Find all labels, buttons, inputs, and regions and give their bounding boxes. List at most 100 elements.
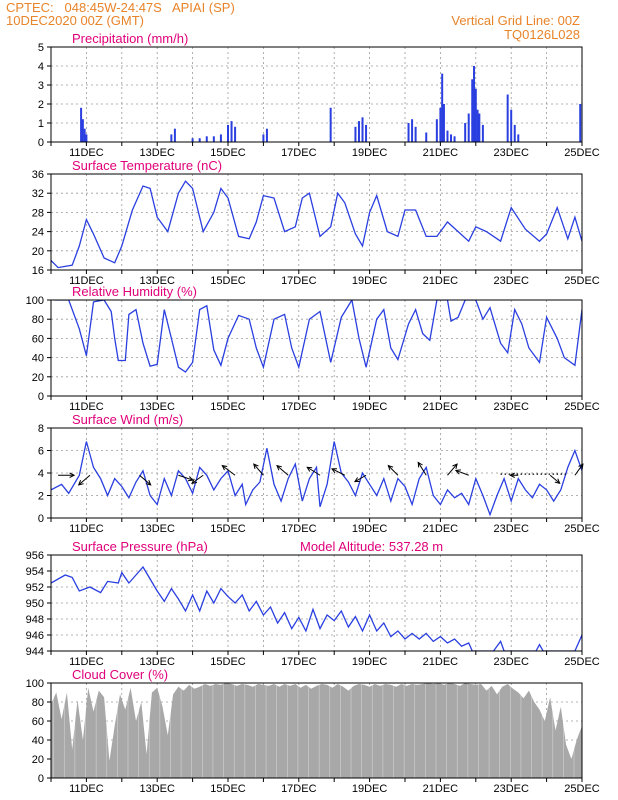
x-tick-label: 25DEC [564, 783, 600, 795]
header-location: CPTEC: 048:45W-24:47S APIAI (SP) [6, 0, 235, 15]
precip-bar [265, 128, 268, 142]
y-tick-label: 0 [38, 513, 44, 525]
x-tick-label: 23DEC [493, 147, 529, 159]
wind-arrowhead [306, 466, 313, 472]
y-tick-label: 24 [32, 227, 44, 239]
wind-vector [191, 474, 204, 484]
panel-title: Relative Humidity (%) [72, 284, 197, 299]
wind-vector [306, 466, 321, 476]
panel-title: Surface Pressure (hPa) [72, 539, 208, 554]
precip-bar [173, 128, 176, 142]
y-tick-label: 4 [38, 468, 44, 480]
precip-bar [357, 121, 360, 142]
series-line [54, 300, 582, 373]
wind-arrowhead [69, 472, 76, 478]
y-tick-label: 948 [26, 614, 44, 626]
series-group [51, 180, 582, 269]
precip-bar [506, 94, 509, 142]
series-group [54, 300, 582, 373]
panel-4: 944 946 948 950 952 954 956 11DEC 13DEC 15DEC 17DE… [26, 539, 600, 668]
y-tick-label: 16 [32, 265, 44, 277]
panel-1: 16 20 24 28 32 36 11DEC 13DEC 15DEC 17DEC 19DEC 21D… [32, 158, 600, 287]
wind-arrowhead [187, 476, 194, 482]
x-tick-label: 11DEC [69, 656, 104, 668]
x-tick-label: 25DEC [564, 147, 600, 159]
x-tick-label: 19DEC [352, 275, 388, 287]
y-tick-label: 950 [26, 598, 44, 610]
wind-vector [253, 463, 264, 476]
x-tick-label: 21DEC [423, 275, 459, 287]
x-tick-label: 13DEC [139, 147, 175, 159]
y-tick-label: 32 [32, 188, 44, 200]
y-tick-label: 0 [38, 137, 44, 149]
precip-bar [510, 109, 513, 142]
precip-bar [354, 126, 357, 142]
x-tick-label: 23DEC [493, 783, 529, 795]
x-tick-label: 19DEC [352, 783, 388, 795]
x-tick-label: 11DEC [69, 275, 104, 287]
x-tick-label: 13DEC [139, 656, 175, 668]
x-tick-label: 23DEC [493, 275, 529, 287]
precip-bar [198, 138, 201, 142]
wind-arrowhead [554, 478, 561, 485]
x-tick-label: 25DEC [564, 523, 600, 535]
y-tick-label: 40 [32, 735, 44, 747]
wind-arrowhead [353, 477, 360, 483]
x-tick-label: 11DEC [69, 147, 104, 159]
y-tick-label: 1 [38, 118, 44, 130]
x-tick-label: 13DEC [139, 275, 175, 287]
precip-bar [467, 113, 470, 142]
wind-arrowhead [417, 461, 423, 468]
y-tick-label: 20 [32, 246, 44, 258]
header-run-date: 10DEC2020 00Z (GMT) [6, 13, 144, 28]
wind-arrowhead [454, 469, 461, 475]
x-tick-label: 15DEC [210, 147, 246, 159]
y-tick-label: 956 [26, 550, 44, 562]
y-tick-label: 4 [38, 61, 44, 73]
panel-title: Precipitation (mm/h) [72, 31, 188, 46]
y-tick-label: 36 [32, 169, 44, 181]
x-tick-label: 21DEC [423, 523, 459, 535]
precip-bar [83, 128, 86, 142]
precip-bar [262, 134, 265, 142]
y-tick-label: 20 [32, 372, 44, 384]
x-tick-label: 17DEC [281, 147, 317, 159]
precip-bar [450, 134, 453, 142]
x-tick-label: 17DEC [281, 275, 317, 287]
wind-arrowhead [452, 463, 458, 470]
wind-arrowhead [276, 464, 282, 471]
x-tick-label: 23DEC [493, 656, 529, 668]
wind-arrowhead [387, 464, 394, 471]
panel-2: 0 20 40 60 80 100 11DEC 13DEC 15DEC 17DEC 19DEC 21D… [26, 284, 600, 413]
y-tick-label: 0 [38, 391, 44, 403]
precip-bar [474, 88, 477, 142]
precip-bar [170, 134, 173, 142]
precip-bar [81, 119, 84, 142]
precip-bar [579, 104, 582, 142]
y-tick-label: 40 [32, 353, 44, 365]
wind-vector [354, 474, 367, 483]
series-group [80, 66, 582, 142]
wind-vector [387, 465, 399, 476]
wind-vector [417, 462, 427, 476]
wind-vector [549, 474, 561, 484]
y-tick-label: 60 [32, 333, 44, 345]
wind-vector [276, 465, 289, 476]
precip-bar [411, 119, 414, 142]
y-tick-label: 8 [38, 423, 44, 435]
precip-bar [471, 79, 474, 142]
wind-vector [331, 468, 346, 476]
precip-bar [513, 124, 516, 142]
precip-bar [227, 124, 229, 142]
x-tick-label: 11DEC [69, 783, 104, 795]
x-tick-label: 19DEC [352, 656, 388, 668]
panel-frame [50, 299, 583, 397]
precip-bar [361, 117, 364, 142]
wind-vector [221, 465, 236, 476]
x-tick-label: 25DEC [564, 275, 600, 287]
precip-bar [453, 136, 456, 142]
x-tick-label: 17DEC [281, 656, 317, 668]
precip-bar [212, 136, 215, 142]
precip-bar [219, 134, 222, 142]
